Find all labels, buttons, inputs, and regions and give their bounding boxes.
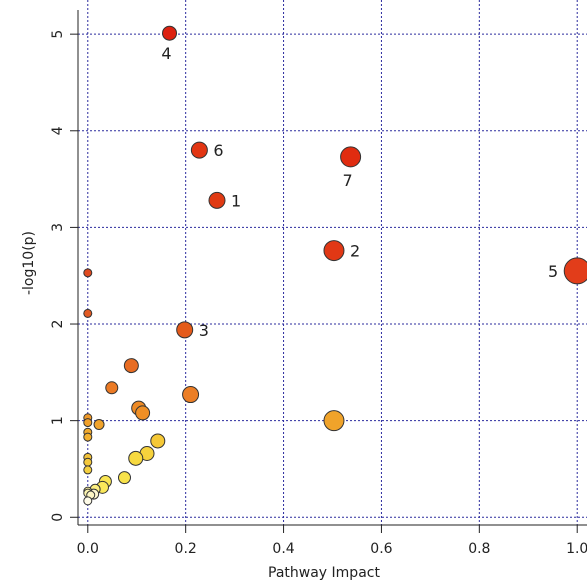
- y-tick-label: 5: [50, 30, 66, 39]
- point-label: 3: [199, 321, 209, 340]
- y-tick-label: 4: [50, 126, 66, 135]
- data-point: [182, 386, 200, 404]
- data-point: [93, 419, 105, 431]
- x-tick-label: 0.4: [272, 541, 294, 557]
- data-point: [83, 308, 93, 318]
- data-point: [135, 405, 151, 421]
- data-point: [83, 432, 93, 442]
- y-tick-label: 2: [50, 320, 66, 329]
- data-point: [128, 450, 144, 466]
- point-label: 1: [231, 191, 241, 210]
- data-point: [150, 433, 166, 449]
- point-label: 4: [161, 44, 171, 63]
- data-point: [323, 410, 345, 432]
- data-point: [176, 321, 194, 339]
- point-labels: 4 6 7 1 2 5 3: [161, 44, 558, 340]
- data-point: [83, 465, 93, 475]
- x-tick-label: 1.0: [566, 541, 587, 557]
- data-point: [117, 471, 131, 485]
- data-point: [83, 418, 93, 428]
- data-point: [323, 240, 345, 262]
- y-tick-label: 1: [50, 416, 66, 425]
- x-tick-label: 0.2: [175, 541, 197, 557]
- x-tick-label: 0.6: [370, 541, 392, 557]
- data-point: [83, 268, 93, 278]
- axes: 0.0 0.2 0.4 0.6 0.8 1.0 0 1 2 3 4 5: [50, 10, 587, 557]
- data-point: [162, 25, 178, 41]
- data-points: [83, 25, 587, 506]
- data-point: [340, 146, 362, 168]
- data-point: [83, 457, 93, 467]
- x-tick-label: 0.8: [468, 541, 490, 557]
- y-tick-label: 3: [50, 223, 66, 232]
- data-point: [563, 257, 587, 285]
- x-axis-title: Pathway Impact: [268, 565, 380, 581]
- data-point: [208, 191, 226, 209]
- data-point: [83, 496, 93, 506]
- x-tick-label: 0.0: [77, 541, 99, 557]
- data-point: [123, 358, 139, 374]
- y-axis-title: -log10(p): [21, 231, 37, 295]
- point-label: 7: [343, 171, 353, 190]
- data-point: [105, 381, 119, 395]
- data-point: [190, 141, 208, 159]
- y-tick-label: 0: [50, 513, 66, 522]
- point-label: 2: [350, 242, 360, 261]
- point-label: 6: [213, 141, 223, 160]
- point-label: 5: [548, 262, 558, 281]
